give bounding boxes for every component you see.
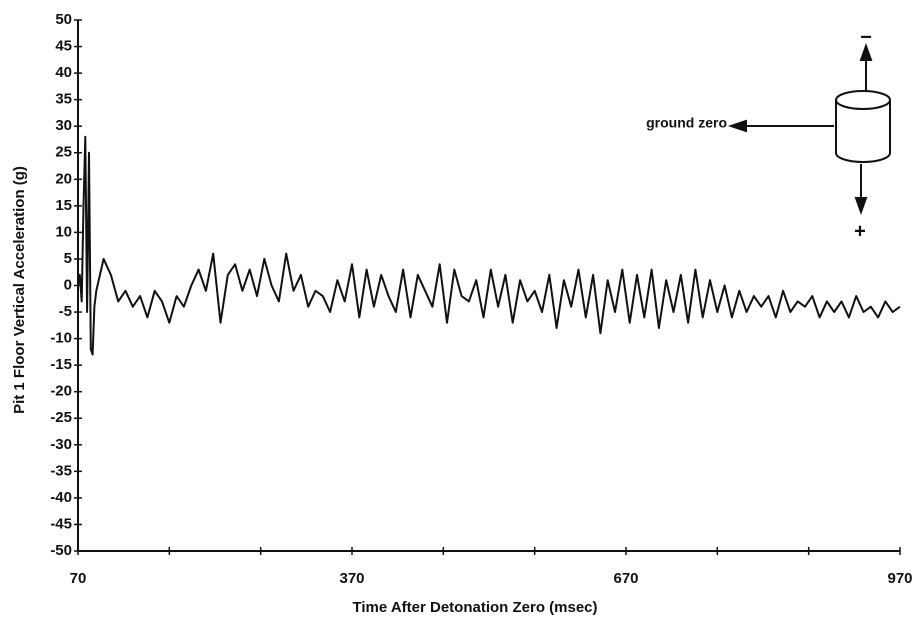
x-tick-label: 370	[339, 570, 364, 587]
y-tick-label: 40	[55, 64, 72, 81]
x-tick-label: 70	[70, 570, 87, 587]
plus-sign: +	[854, 220, 866, 242]
x-tick-label: 670	[613, 570, 638, 587]
y-tick-label: -40	[50, 489, 72, 506]
y-tick-label: -35	[50, 462, 72, 479]
y-tick-label: 30	[55, 117, 72, 134]
arrow-left-head	[727, 119, 747, 133]
y-tick-label: 25	[55, 144, 72, 161]
y-tick-label: -10	[50, 330, 72, 347]
y-tick-label: -20	[50, 383, 72, 400]
arrow-down-head	[854, 197, 868, 215]
y-axis-title: Pit 1 Floor Vertical Acceleration (g)	[11, 166, 28, 414]
ground-zero-label: ground zero	[646, 115, 727, 131]
y-tick-label: -50	[50, 542, 72, 559]
y-tick-label: 0	[64, 276, 72, 293]
y-tick-label: 15	[55, 197, 72, 214]
y-tick-label: 20	[55, 170, 72, 187]
y-tick-label: -25	[50, 409, 72, 426]
y-tick-label: 35	[55, 91, 72, 108]
x-tick-label: 970	[887, 570, 912, 587]
minus-sign: −	[860, 26, 872, 48]
cylinder-top	[835, 90, 891, 110]
y-tick-label: -30	[50, 436, 72, 453]
signal-line	[77, 135, 901, 356]
y-tick-label: -5	[59, 303, 72, 320]
orientation-icon	[727, 43, 891, 215]
y-tick-label: 10	[55, 223, 72, 240]
y-tick-label: 5	[64, 250, 72, 267]
cylinder-body	[835, 100, 891, 163]
y-tick-label: 50	[55, 11, 72, 28]
y-tick-label: -15	[50, 356, 72, 373]
x-axis-title: Time After Detonation Zero (msec)	[352, 599, 597, 616]
y-tick-label: -45	[50, 515, 72, 532]
arrow-up-head	[859, 43, 873, 61]
y-tick-label: 45	[55, 38, 72, 55]
